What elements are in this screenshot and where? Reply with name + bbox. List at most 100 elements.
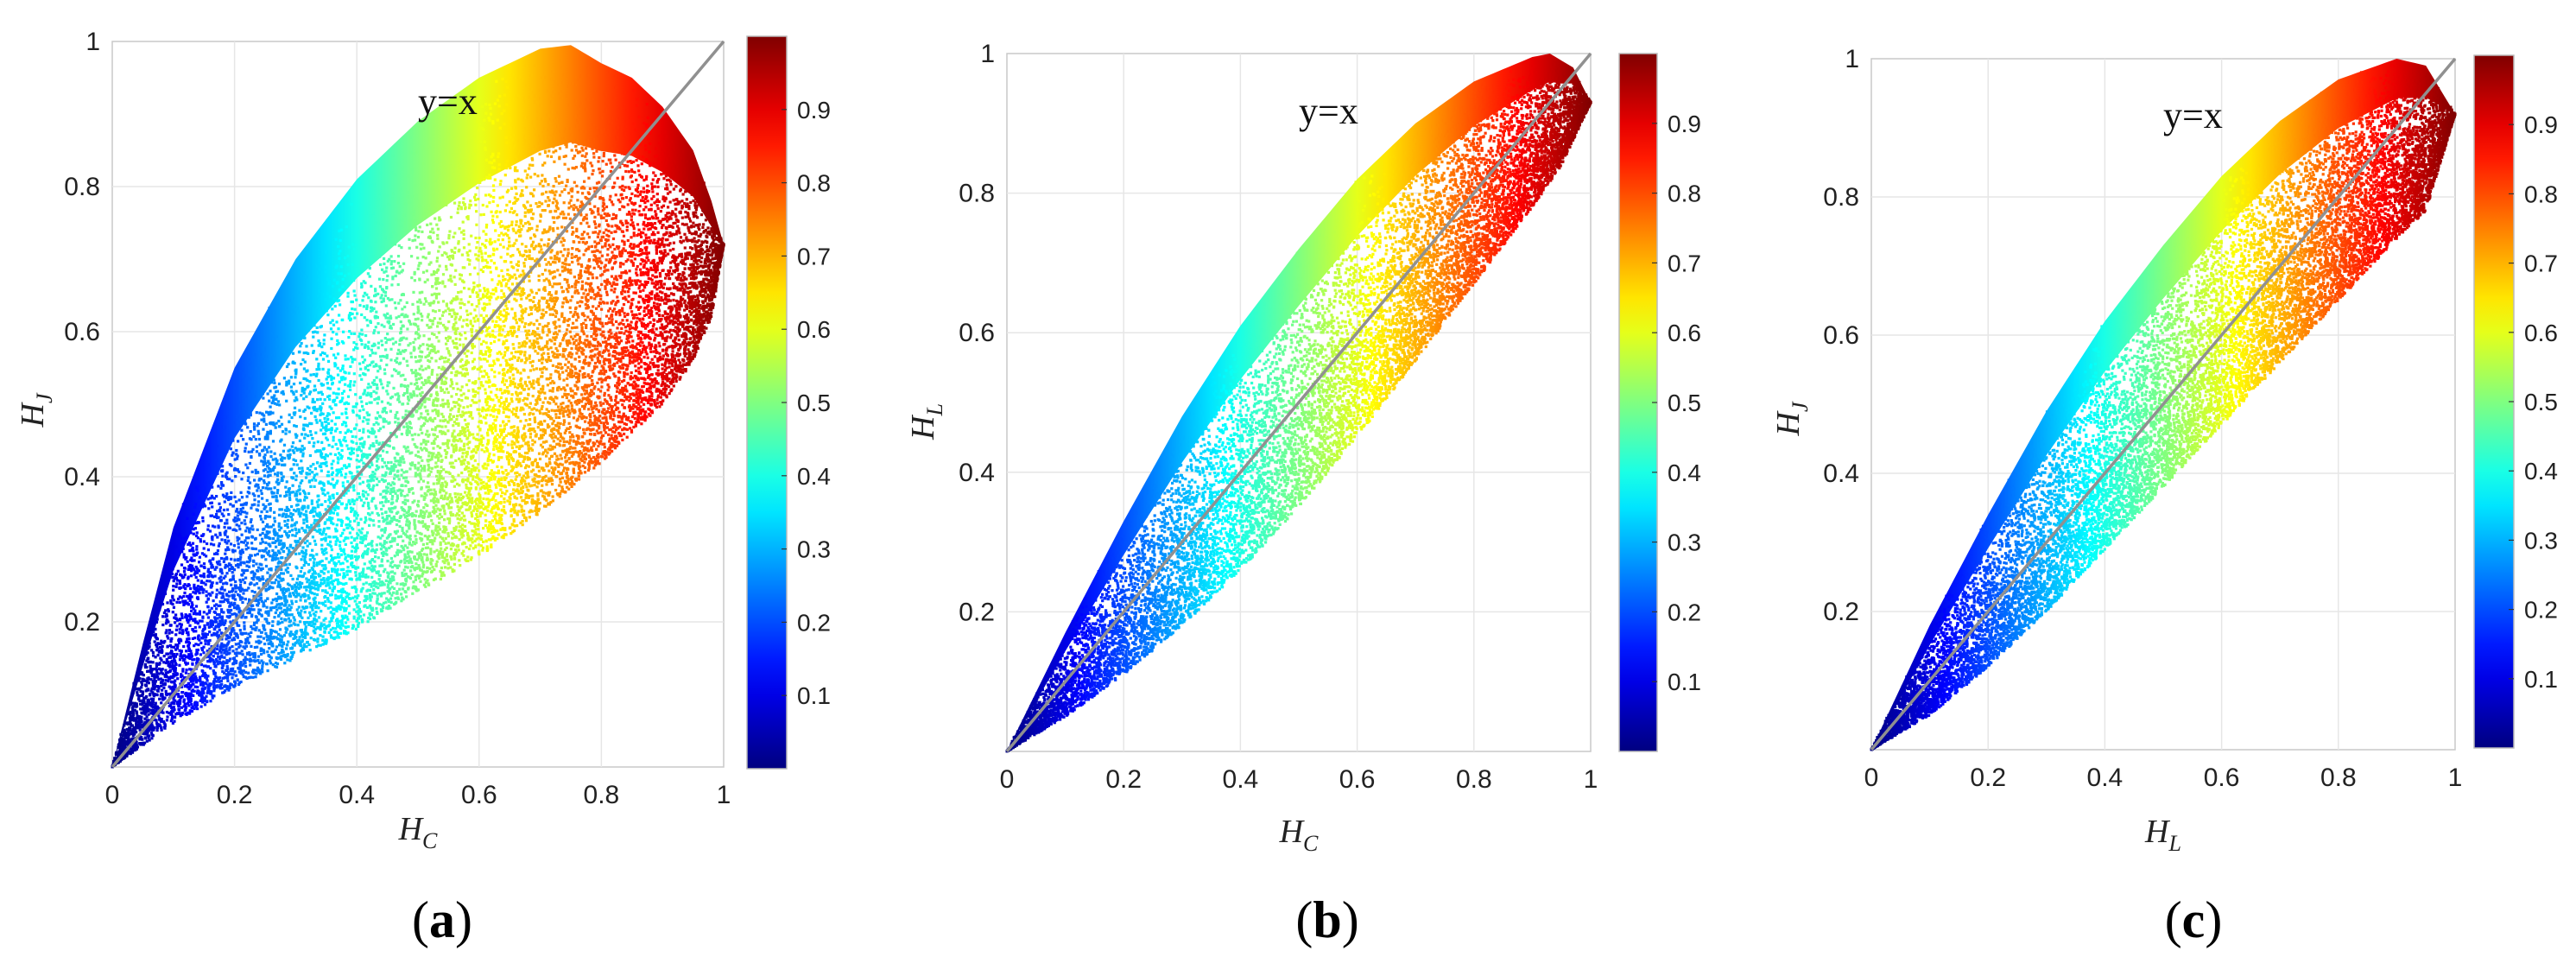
scatter-point	[331, 463, 333, 466]
scatter-point	[253, 498, 256, 501]
scatter-point	[286, 606, 288, 609]
scatter-point	[326, 355, 328, 358]
scatter-point	[212, 599, 215, 602]
scatter-point	[202, 591, 205, 593]
scatter-point	[327, 607, 330, 610]
scatter-point	[553, 137, 555, 140]
scatter-point	[427, 302, 430, 305]
scatter-point	[572, 322, 574, 325]
scatter-point	[446, 180, 449, 182]
scatter-point	[450, 395, 453, 397]
scatter-point	[365, 237, 368, 239]
scatter-point	[490, 113, 492, 116]
scatter-point	[247, 476, 250, 478]
scatter-point	[294, 566, 297, 568]
scatter-point	[660, 296, 662, 299]
scatter-point	[495, 287, 497, 289]
scatter-point	[448, 230, 451, 232]
scatter-point	[257, 586, 260, 589]
scatter-point	[486, 464, 489, 466]
scatter-point	[585, 147, 587, 149]
scatter-point	[231, 440, 234, 442]
scatter-point	[417, 318, 420, 320]
scatter-point	[367, 341, 370, 344]
scatter-point	[174, 633, 177, 636]
scatter-point	[383, 206, 385, 208]
scatter-point	[654, 226, 656, 229]
scatter-point	[654, 210, 656, 212]
scatter-point	[627, 239, 630, 242]
scatter-point	[336, 339, 339, 342]
scatter-point	[358, 578, 361, 580]
scatter-point	[603, 394, 605, 396]
scatter-point	[660, 173, 662, 175]
scatter-point	[528, 314, 530, 316]
scatter-point	[457, 242, 459, 244]
scatter-point	[500, 478, 503, 481]
scatter-point	[445, 309, 447, 312]
scatter-point	[532, 241, 535, 244]
scatter-point	[358, 363, 361, 365]
scatter-point	[333, 297, 336, 300]
scatter-point	[466, 426, 469, 428]
scatter-point	[557, 406, 560, 409]
scatter-point	[265, 355, 268, 358]
scatter-point	[385, 341, 388, 344]
scatter-point	[334, 453, 337, 456]
scatter-point	[381, 558, 383, 561]
scatter-point	[506, 307, 509, 310]
scatter-point	[223, 509, 225, 511]
scatter-point	[215, 596, 218, 599]
scatter-point	[207, 481, 210, 484]
scatter-point	[459, 126, 461, 129]
scatter-point	[288, 593, 291, 595]
scatter-point	[568, 431, 571, 434]
scatter-point	[603, 372, 605, 375]
scatter-point	[322, 251, 325, 254]
scatter-point	[440, 193, 442, 195]
scatter-point	[380, 359, 383, 362]
scatter-point	[639, 263, 642, 265]
scatter-point	[611, 318, 613, 320]
scatter-point	[417, 434, 420, 436]
scatter-point	[481, 105, 484, 108]
scatter-point	[402, 587, 404, 590]
scatter-point	[402, 263, 405, 265]
scatter-point	[655, 327, 658, 330]
scatter-point	[600, 385, 603, 388]
scatter-point	[498, 168, 501, 170]
scatter-point	[189, 587, 192, 590]
scatter-point	[426, 269, 428, 272]
scatter-point	[321, 282, 324, 284]
scatter-point	[204, 504, 206, 507]
scatter-point	[175, 601, 178, 604]
scatter-point	[615, 320, 617, 323]
scatter-point	[524, 100, 527, 103]
scatter-point	[424, 578, 427, 580]
scatter-point	[433, 273, 435, 276]
scatter-point	[375, 607, 377, 610]
scatter-point	[220, 557, 223, 560]
scatter-point	[272, 440, 275, 442]
scatter-point	[583, 181, 585, 183]
scatter-point	[290, 600, 293, 603]
scatter-point	[499, 424, 502, 427]
scatter-point	[625, 109, 628, 111]
scatter-point	[437, 250, 440, 252]
scatter-point	[268, 400, 270, 402]
scatter-point	[190, 574, 193, 577]
scatter-point	[507, 443, 510, 446]
scatter-point	[551, 95, 554, 98]
scatter-point	[256, 553, 259, 555]
scatter-point	[375, 421, 377, 424]
scatter-point	[180, 624, 183, 626]
scatter-point	[494, 240, 497, 243]
scatter-point	[255, 641, 257, 643]
scatter-point	[182, 503, 185, 505]
scatter-point	[410, 170, 413, 173]
scatter-point	[397, 417, 400, 420]
scatter-point	[361, 356, 364, 358]
scatter-point	[432, 566, 434, 568]
scatter-point	[526, 200, 528, 203]
scatter-point	[443, 172, 446, 174]
